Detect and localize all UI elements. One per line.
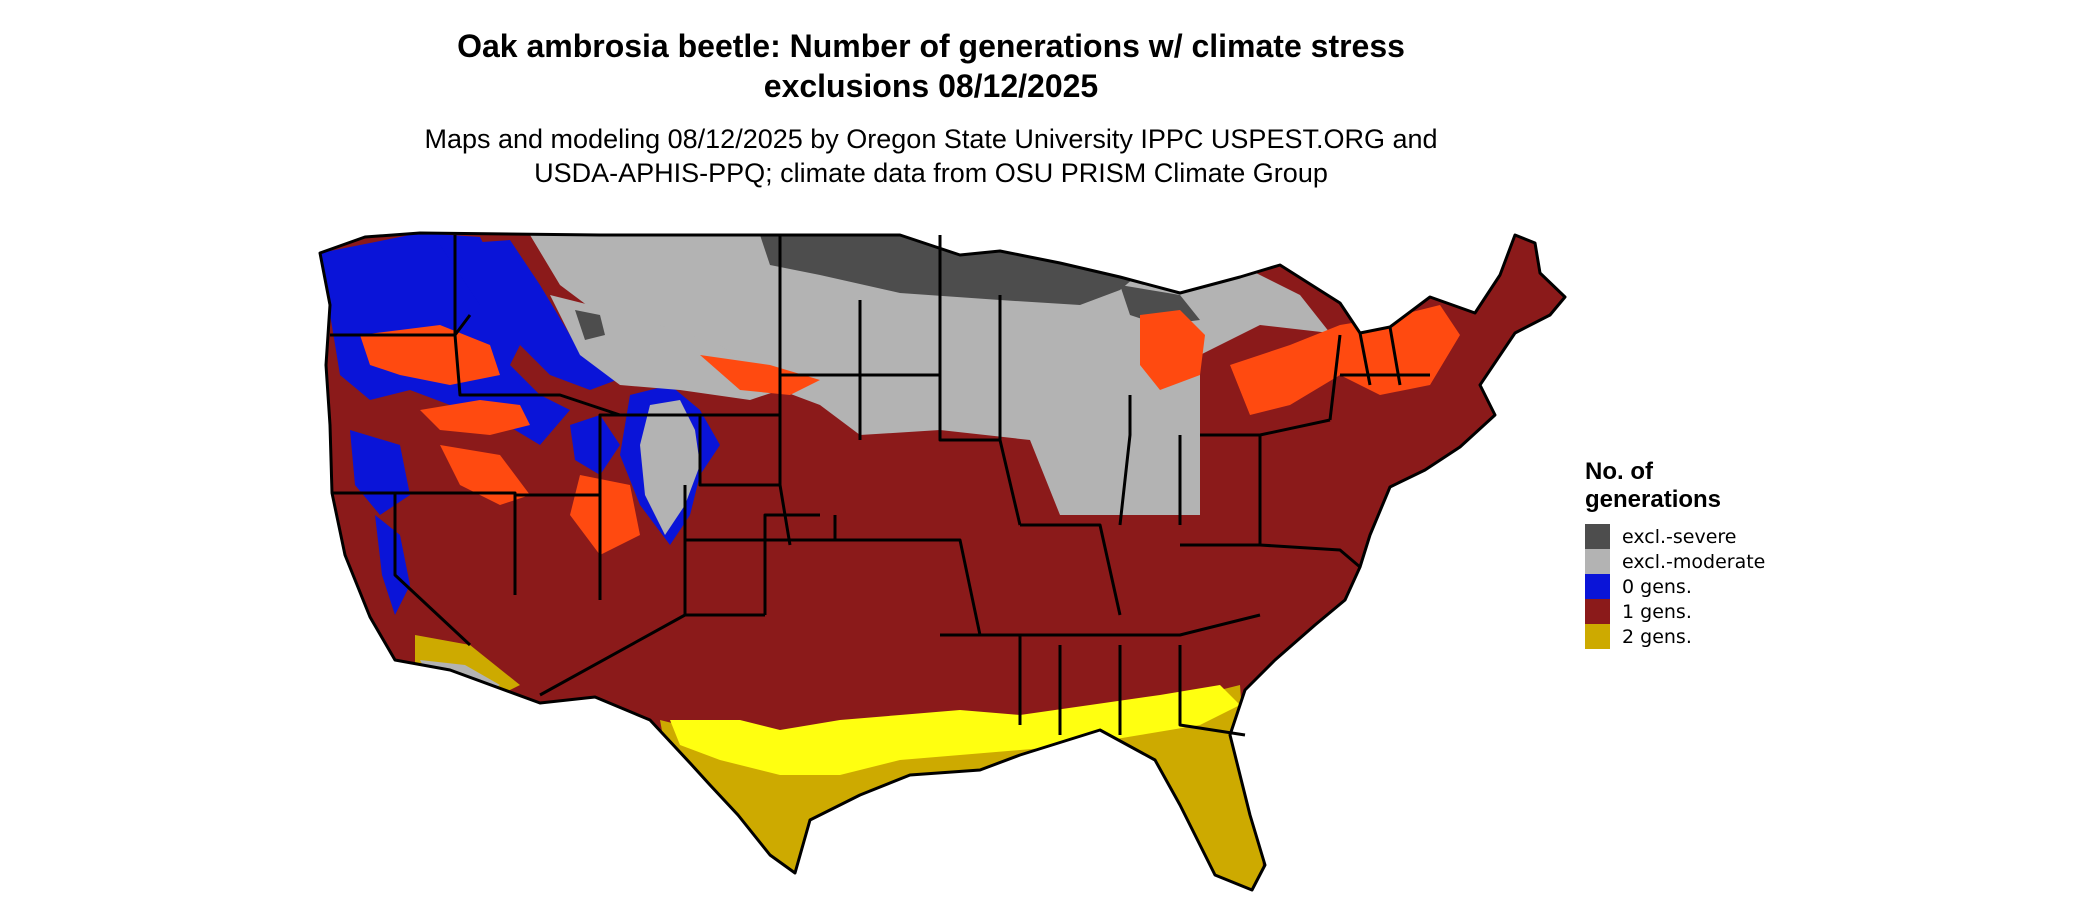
legend-label: excl.-moderate [1622,550,1766,573]
legend-item: excl.-moderate [1585,549,1765,574]
legend-item: 0 gens. [1585,574,1765,599]
region-one-gen-hot-northeast [1230,305,1460,415]
region-zero-gen-wyoming [570,415,620,475]
map-title-line-1: Oak ambrosia beetle: Number of generatio… [457,28,1405,64]
map-subtitle: Maps and modeling 08/12/2025 by Oregon S… [0,122,1862,190]
legend: No. of generations excl.-severe excl.-mod… [1585,458,1765,649]
region-one-gen-hot-snake [420,400,530,435]
legend-swatch [1585,624,1610,649]
map-subtitle-line-2: USDA-APHIS-PPQ; climate data from OSU PR… [534,158,1328,188]
legend-label: excl.-severe [1622,525,1737,548]
region-zero-gen-sierra [375,515,410,615]
legend-items: excl.-severe excl.-moderate 0 gens. 1 gens.… [1585,524,1765,649]
region-one-gen-hot-utah [440,445,530,505]
state-borders [318,231,1567,892]
map-title-line-2: exclusions 08/12/2025 [763,68,1099,104]
region-two-gen-bright [670,685,1240,775]
legend-swatch [1585,574,1610,599]
legend-item: excl.-severe [1585,524,1765,549]
legend-label: 1 gens. [1622,600,1692,623]
region-one-gen-hot-plains [700,355,820,395]
region-one-gen-hot-columbia [360,325,500,385]
legend-swatch [1585,599,1610,624]
legend-title-line-2: generations [1585,486,1722,513]
legend-item: 2 gens. [1585,624,1765,649]
legend-swatch [1585,549,1610,574]
legend-title-line-1: No. of [1585,458,1653,485]
legend-title: No. of generations [1585,458,1765,514]
legend-item: 1 gens. [1585,599,1765,624]
map-title: Oak ambrosia beetle: Number of generatio… [0,26,1862,106]
legend-swatch [1585,524,1610,549]
map-subtitle-line-1: Maps and modeling 08/12/2025 by Oregon S… [424,124,1438,154]
region-one-gen-hot-michigan [1140,310,1205,390]
us-generations-map [318,231,1567,892]
region-excl-severe-yellowstone [575,310,605,340]
legend-label: 0 gens. [1622,575,1692,598]
legend-label: 2 gens. [1622,625,1692,648]
